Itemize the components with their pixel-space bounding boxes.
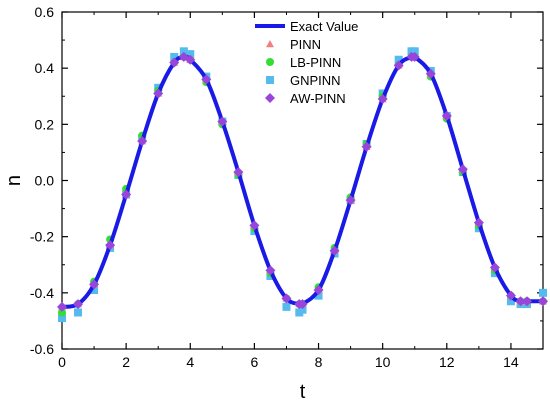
x-tick-label: 4	[186, 354, 194, 370]
point-aw-pinn	[361, 141, 372, 152]
point-aw-pinn	[137, 136, 148, 147]
legend-swatch-pinn	[266, 40, 274, 48]
y-tick-label: -0.2	[30, 229, 54, 245]
y-tick-label: -0.6	[30, 341, 54, 357]
legend-swatch-aw-pinn	[265, 93, 275, 103]
point-aw-pinn	[281, 293, 292, 304]
legend-label-aw-pinn: AW-PINN	[290, 91, 346, 106]
point-aw-pinn	[409, 51, 420, 62]
x-tick-label: 14	[503, 354, 519, 370]
y-tick-label: 0.4	[35, 60, 55, 76]
point-aw-pinn	[393, 60, 404, 71]
point-gnpinn	[394, 55, 403, 64]
point-gnpinn	[58, 314, 66, 323]
point-gnpinn	[314, 291, 323, 300]
point-aw-pinn	[153, 88, 164, 99]
point-aw-pinn	[297, 299, 308, 310]
legend: Exact Value PINN LB-PINN GNPINN AW-PINN	[255, 19, 358, 106]
point-aw-pinn	[217, 116, 228, 127]
point-aw-pinn	[105, 240, 116, 251]
point-aw-pinn	[538, 296, 548, 307]
point-aw-pinn	[425, 68, 436, 79]
point-gnpinn	[298, 305, 307, 314]
legend-label-lb-pinn: LB-PINN	[290, 55, 341, 70]
point-aw-pinn	[329, 245, 340, 256]
x-tick-label: 6	[251, 354, 259, 370]
point-aw-pinn	[473, 217, 484, 228]
legend-label-exact-value: Exact Value	[290, 19, 358, 34]
point-aw-pinn	[89, 279, 100, 290]
point-gnpinn	[170, 52, 179, 61]
y-tick-label: -0.4	[30, 285, 54, 301]
point-aw-pinn	[169, 57, 180, 68]
point-aw-pinn	[57, 301, 67, 312]
point-gnpinn	[179, 47, 188, 56]
y-tick-label: 0.0	[35, 173, 55, 189]
point-lb-pinn	[58, 308, 66, 317]
point-gnpinn	[410, 47, 419, 56]
y-tick-label: 0.6	[35, 4, 55, 20]
point-aw-pinn	[441, 110, 452, 121]
point-aw-pinn	[249, 220, 260, 231]
point-gnpinn	[186, 50, 195, 59]
legend-swatch-lb-pinn	[266, 58, 274, 66]
x-tick-label: 2	[122, 354, 130, 370]
point-gnpinn	[74, 308, 83, 317]
point-gnpinn	[90, 286, 99, 295]
point-aw-pinn	[489, 262, 500, 273]
y-axis-label: n	[3, 175, 25, 186]
point-aw-pinn	[265, 265, 276, 276]
point-aw-pinn	[313, 285, 324, 296]
point-aw-pinn	[345, 195, 356, 206]
point-aw-pinn	[121, 189, 132, 200]
legend-label-gnpinn: GNPINN	[290, 73, 341, 88]
point-aw-pinn	[377, 94, 388, 105]
point-gnpinn	[506, 297, 515, 306]
y-tick-label: 0.2	[35, 116, 55, 132]
point-aw-pinn	[505, 290, 516, 301]
point-aw-pinn	[201, 74, 212, 85]
x-tick-label: 8	[315, 354, 323, 370]
point-gnpinn	[282, 302, 291, 311]
legend-label-pinn: PINN	[290, 37, 321, 52]
x-tick-label: 0	[58, 354, 66, 370]
point-aw-pinn	[233, 167, 244, 178]
point-aw-pinn	[457, 164, 468, 175]
legend-swatch-gnpinn	[266, 76, 274, 84]
x-tick-label: 10	[375, 354, 391, 370]
point-aw-pinn	[185, 54, 196, 65]
x-axis-label: t	[300, 381, 306, 403]
point-aw-pinn	[73, 299, 84, 310]
x-tick-label: 12	[439, 354, 455, 370]
plot-area: 0 2 4 6 8 10 12 14 -0.6 -0.4 -0.2 0.0 0.2 0.4 0.6	[30, 4, 548, 370]
point-gnpinn	[539, 288, 547, 297]
point-aw-pinn	[521, 296, 532, 307]
point-aw-pinn	[515, 296, 526, 307]
